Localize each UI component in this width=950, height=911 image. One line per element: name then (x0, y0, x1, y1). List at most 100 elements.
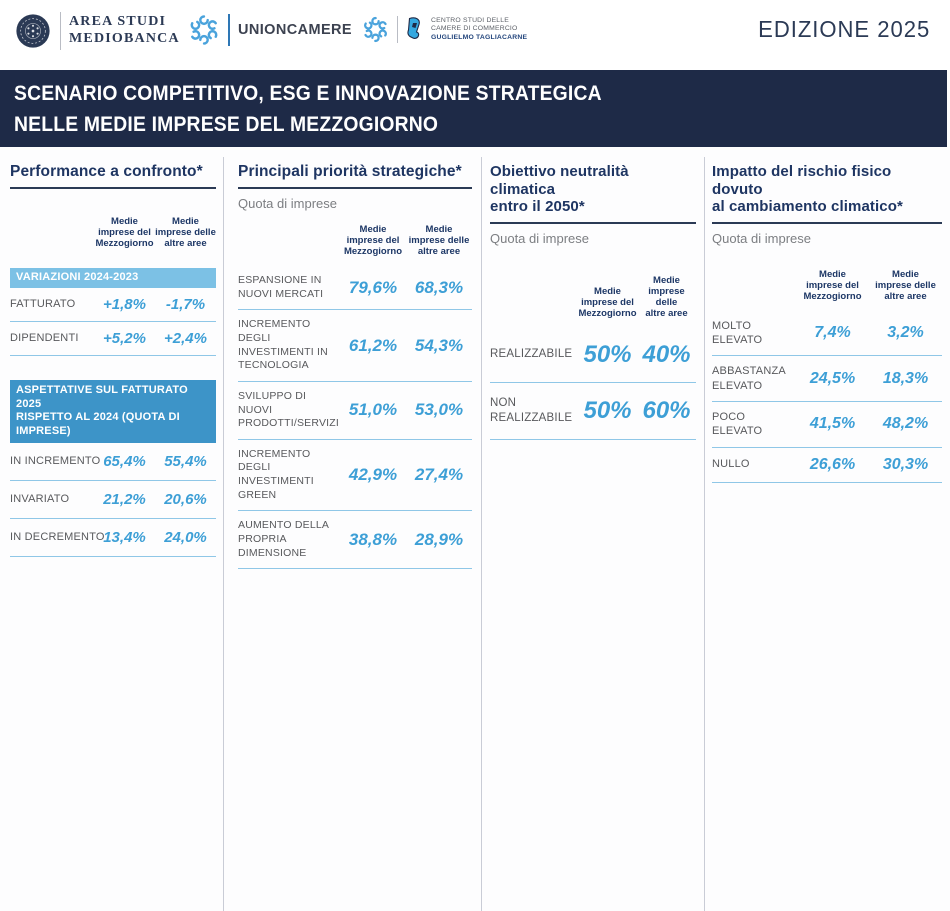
value-mezzogiorno: 26,6% (809, 455, 856, 473)
mediobanca-name-line1: AREA STUDI (69, 14, 167, 30)
value-altre-aree: 54,3% (414, 335, 464, 355)
tagliacarne-swirl-icon (364, 16, 387, 43)
edition-label: EDIZIONE 2025 (757, 16, 930, 42)
section-band-aspettative: ASPETTATIVE SUL FATTURATO 2025 RISPETTO … (10, 379, 216, 443)
value-mezzogiorno: 21,2% (103, 490, 146, 508)
table-row: REALIZZABILE 50% 40% (490, 328, 696, 383)
row-label: MOLTO ELEVATO (712, 319, 763, 347)
table-row: IN INCREMENTO 65,4% 55,4% (10, 443, 216, 481)
value-mezzogiorno: +1,8% (103, 295, 146, 313)
header: AREA STUDI MEDIOBANCA UNIONCAMERE (0, 0, 950, 70)
row-label: SVILUPPO DI NUOVI PRODOTTI/SERVIZI (238, 389, 340, 430)
value-mezzogiorno: 42,9% (348, 465, 398, 485)
tagliacarne-line3: GUGLIELMO TAGLIACARNE (431, 33, 528, 41)
row-label: NON REALIZZABILE (490, 396, 573, 424)
panel-title: Performance a confronto* (10, 163, 216, 190)
slide-title-line1: SCENARIO COMPETITIVO, ESG E INNOVAZIONE … (14, 80, 602, 105)
value-mezzogiorno: 41,5% (809, 415, 856, 433)
column-header-mezzogiorno: Medie imprese del Mezzogiorno (343, 224, 403, 258)
table-row: POCO ELEVATO 41,5% 48,2% (712, 402, 942, 448)
table-row: ABBASTANZA ELEVATO 24,5% 18,3% (712, 356, 942, 403)
value-altre-aree: 27,4% (414, 465, 464, 485)
table-row: MOLTO ELEVATO 7,4% 3,2% (712, 311, 942, 357)
column-header-mezzogiorno: Medie imprese del Mezzogiorno (803, 269, 862, 302)
unioncamere-name: UNIONCAMERE (238, 22, 352, 38)
column-header-altre-aree: Medie imprese delle altre aree (645, 275, 688, 319)
value-altre-aree: 20,6% (164, 490, 207, 508)
column-divider (481, 157, 482, 911)
value-altre-aree: 24,0% (164, 528, 207, 546)
value-altre-aree: 48,2% (882, 415, 929, 433)
panel-neutralita-climatica: Obiettivo neutralità climatica entro il … (490, 155, 696, 533)
table-row: AUMENTO DELLA PROPRIA DIMENSIONE 38,8% 2… (238, 511, 472, 570)
panel-rischio-fisico: Impatto del rischio fisico dovuto al cam… (712, 155, 942, 533)
logo-divider (397, 16, 398, 43)
column-header-mezzogiorno: Medie imprese del Mezzogiorno (95, 216, 154, 250)
row-label: AUMENTO DELLA PROPRIA DIMENSIONE (238, 519, 330, 559)
panel-priorita-strategiche: Principali priorità strategiche* Quota d… (238, 155, 472, 570)
value-altre-aree: +2,4% (164, 329, 207, 347)
table-row: FATTURATO +1,8% -1,7% (10, 288, 216, 322)
value-altre-aree: 68,3% (414, 277, 464, 297)
panel-subtitle: Quota di imprese (238, 196, 337, 212)
table-row: DIPENDENTI +5,2% +2,4% (10, 322, 216, 356)
logo-divider (60, 12, 61, 50)
value-mezzogiorno: 7,4% (814, 324, 851, 342)
title-banner: SCENARIO COMPETITIVO, ESG E INNOVAZIONE … (0, 70, 947, 147)
column-divider (223, 157, 224, 911)
table-header-row: Medie imprese del Mezzogiorno Medie impr… (238, 224, 472, 266)
tagliacarne-line2: CAMERE DI COMMERCIO (431, 25, 518, 33)
mediobanca-emblem-icon (16, 14, 50, 48)
unioncamere-swirl-icon (190, 15, 218, 45)
slide-title-line2: NELLE MEDIE IMPRESE DEL MEZZOGIORNO (14, 111, 439, 136)
column-header-mezzogiorno: Medie imprese del Mezzogiorno (578, 285, 637, 319)
section-band-variazioni: VARIAZIONI 2024-2023 (10, 268, 216, 288)
table-header-row: Medie imprese del Mezzogiorno Medie impr… (10, 216, 216, 258)
mediobanca-name-line2: MEDIOBANCA (69, 31, 180, 46)
value-mezzogiorno: 50% (583, 340, 632, 368)
table-header-row: Medie imprese del Mezzogiorno Medie impr… (712, 269, 942, 311)
table-row: NON REALIZZABILE 50% 60% (490, 383, 696, 440)
panel-performance: Performance a confronto* Medie imprese d… (10, 155, 216, 557)
row-label: IN INCREMENTO (10, 455, 101, 468)
tagliacarne-flag-icon (407, 16, 420, 39)
row-label: NULLO (712, 458, 750, 471)
row-label: POCO ELEVATO (712, 411, 763, 438)
panel-title: Principali priorità strategiche* (238, 163, 472, 190)
panel-subtitle: Quota di imprese (490, 231, 589, 247)
column-header-altre-aree: Medie imprese delle altre aree (155, 216, 216, 250)
row-label: ABBASTANZA ELEVATO (712, 365, 786, 392)
mediobanca-logo: AREA STUDI MEDIOBANCA (14, 12, 180, 50)
row-label: FATTURATO (10, 298, 76, 311)
row-label: INVARIATO (10, 493, 70, 506)
row-label: REALIZZABILE (490, 348, 573, 361)
column-header-altre-aree: Medie imprese delle altre aree (875, 269, 936, 302)
value-mezzogiorno: 51,0% (348, 400, 398, 420)
value-altre-aree: 53,0% (414, 400, 464, 420)
row-label: INCREMENTO DEGLI INVESTIMENTI GREEN (238, 447, 314, 501)
value-altre-aree: 55,4% (164, 452, 207, 470)
value-mezzogiorno: 65,4% (103, 452, 146, 470)
row-label: ESPANSIONE IN NUOVI MERCATI (238, 274, 324, 300)
table-header-row: Medie imprese del Mezzogiorno Medie impr… (490, 275, 696, 328)
value-altre-aree: 60% (642, 396, 691, 424)
value-mezzogiorno: 79,6% (348, 277, 398, 297)
table-row: NULLO 26,6% 30,3% (712, 448, 942, 483)
value-mezzogiorno: 50% (583, 396, 632, 424)
table-row: INCREMENTO DEGLI INVESTIMENTI GREEN 42,9… (238, 440, 472, 512)
table-row: SVILUPPO DI NUOVI PRODOTTI/SERVIZI 51,0%… (238, 382, 472, 440)
value-altre-aree: 3,2% (887, 324, 924, 342)
unioncamere-logo: UNIONCAMERE (188, 14, 352, 46)
value-mezzogiorno: +5,2% (103, 329, 146, 347)
value-mezzogiorno: 13,4% (103, 528, 146, 546)
value-mezzogiorno: 61,2% (348, 335, 398, 355)
value-altre-aree: 18,3% (882, 369, 929, 387)
column-header-altre-aree: Medie imprese delle altre aree (408, 224, 470, 258)
panel-title: Obiettivo neutralità climatica entro il … (490, 163, 696, 225)
logo-divider (228, 14, 230, 46)
row-label: IN DECREMENTO (10, 531, 105, 544)
row-label: INCREMENTO DEGLI INVESTIMENTI IN TECNOLO… (238, 318, 328, 372)
value-altre-aree: 30,3% (882, 455, 929, 473)
column-divider (704, 157, 705, 911)
